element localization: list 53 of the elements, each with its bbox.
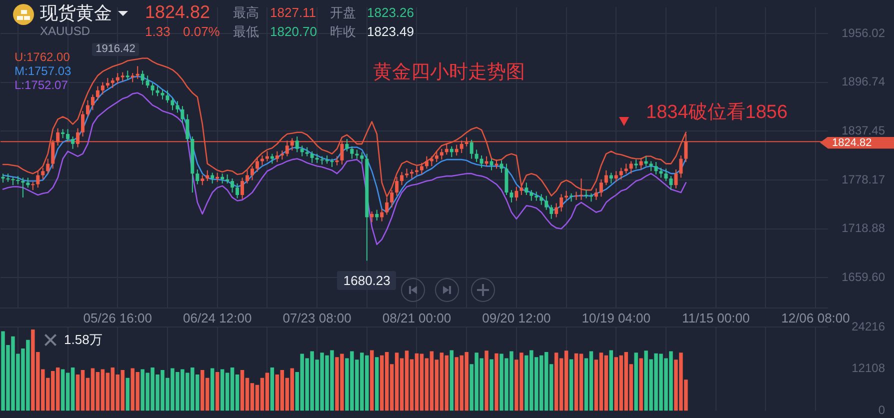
x-tick-label: 05/26 16:00 [83,310,152,326]
x-tick-label: 08/21 00:00 [382,310,452,326]
y-tick-label: 1956.02 [842,26,886,40]
text: U:1762.00 [14,50,70,64]
text: L:1752.07 [14,78,68,92]
y-tick-label: 1837.45 [842,124,886,138]
text: XAUUSD [40,24,90,38]
bar [215,372,220,411]
annotation: 1827.11 [270,5,316,20]
ref-line-label: 1824.82 [820,136,894,149]
annotation: 开盘 [330,5,356,20]
bar [126,378,130,411]
bar [484,350,488,411]
annotation: 昨收 [330,24,356,39]
annotation: 1820.70 [270,24,317,39]
bar [569,359,574,411]
bar [609,350,614,411]
x-tick-label: 07/23 08:00 [282,310,352,326]
bar [375,357,379,411]
annotation: 1824.82 [145,2,210,22]
bar [634,352,638,411]
annotation: 1823.26 [367,5,414,20]
y-tick-label: 1778.17 [842,172,886,186]
annotation: 0.07% [183,24,220,39]
x-tick-label: 10/19 04:00 [582,310,650,326]
annotation: 1834破位看1856 [646,102,788,123]
annotation: 最高 [233,5,259,20]
bar [370,350,374,411]
annotation: 黄金四小时走势图 [373,62,525,83]
x-tick-label: 06/24 12:00 [183,310,252,326]
annotation: 最低 [233,24,259,39]
y-tick-label: 0 [878,403,886,418]
annotation: 1916.42 [92,43,140,56]
bar [639,358,643,411]
bar [450,350,454,411]
text: M:1757.03 [14,64,72,78]
chart-title: 现货黄金 [40,3,112,23]
y-tick-label: 24216 [852,319,886,334]
x-tick-label: 12/06 08:00 [781,310,850,326]
x-tick-label: 11/15 00:00 [682,310,750,326]
annotation: 1.33 [145,24,170,39]
annotation: 1.58万 [64,332,102,347]
annotation: 1680.23 [337,270,396,290]
y-tick-label: 1718.88 [842,221,886,236]
y-tick-label: 1896.74 [842,74,886,89]
y-tick-label: 12108 [852,361,886,376]
bar [270,368,274,411]
y-tick-label: 1659.60 [842,270,886,284]
x-tick-label: 09/20 12:00 [482,310,551,326]
bar [490,359,494,411]
bar [210,368,214,411]
annotation: 1823.49 [367,24,414,39]
bar [494,353,498,411]
